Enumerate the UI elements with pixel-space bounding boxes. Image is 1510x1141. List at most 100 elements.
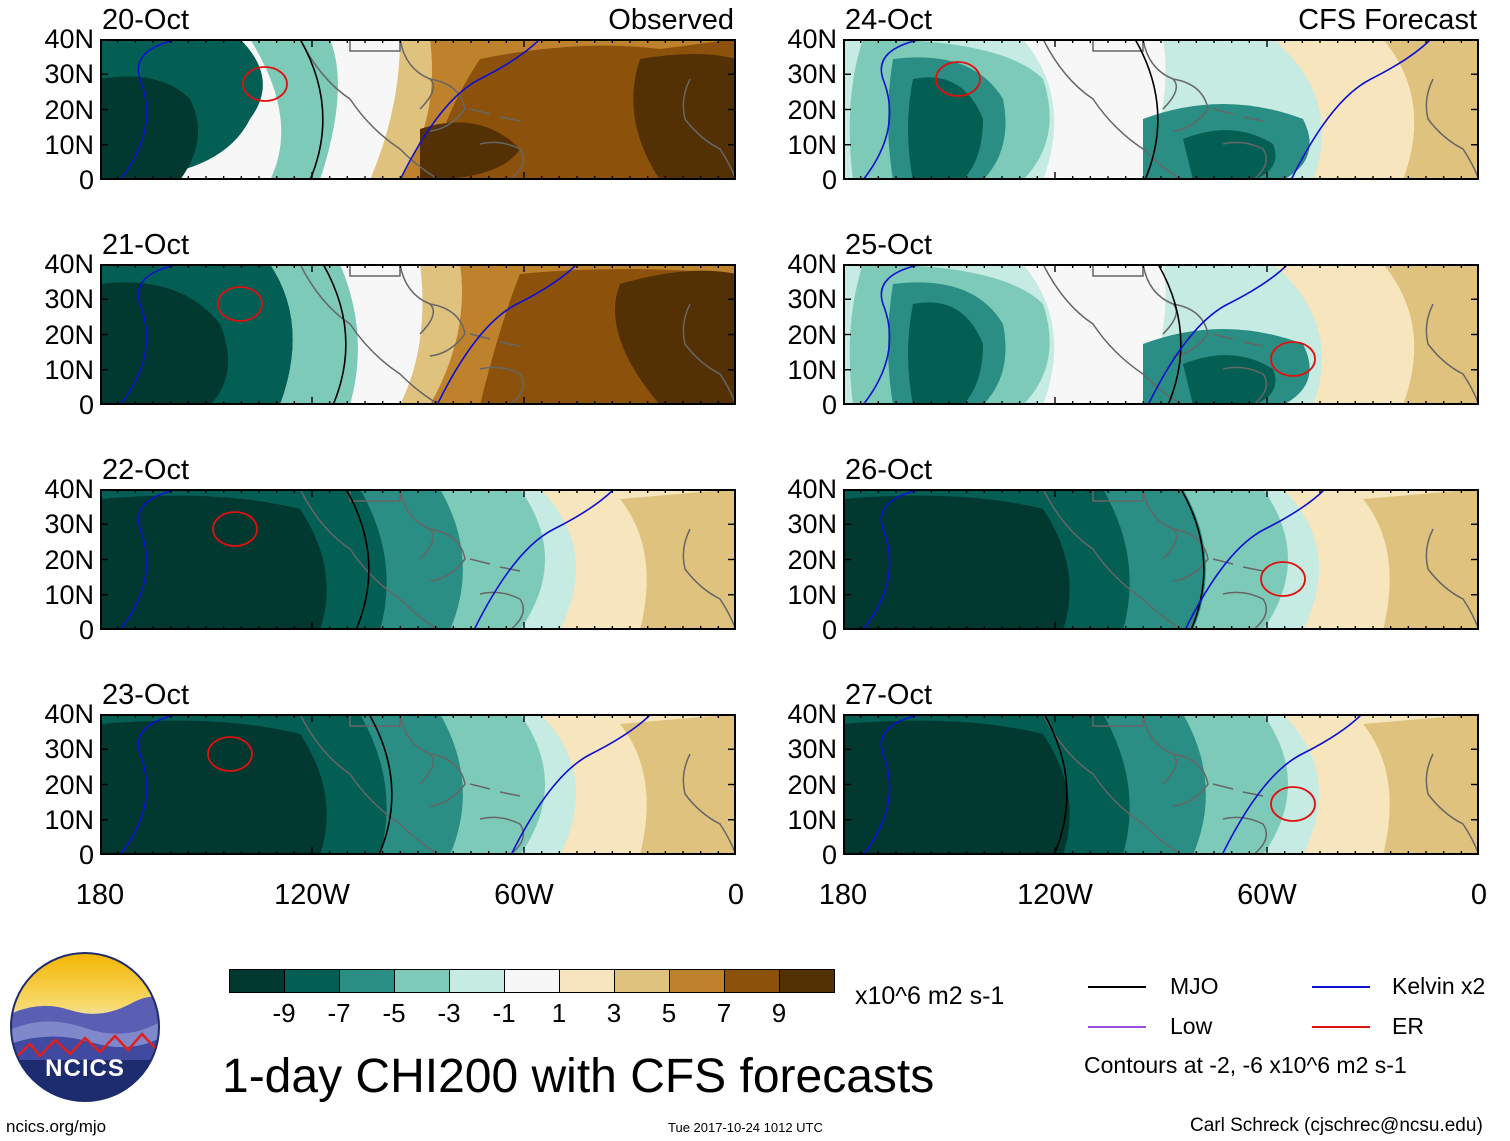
colorbar-units: x10^6 m2 s-1 [855,982,1005,1010]
footer-url: ncics.org/mjo [6,1117,107,1136]
coastline [1425,303,1479,405]
kelvin-contour [1290,39,1432,180]
mjo-contour [345,489,370,630]
lat-label: 10N [44,354,94,385]
coastline [1212,783,1264,797]
lat-label: 20N [787,769,837,800]
panel-date: 25-Oct [845,229,933,261]
lat-label: 40N [44,699,94,729]
mjo-line-swatch [1088,986,1146,988]
lat-label: 40N [787,699,837,729]
coastline [479,141,525,180]
er-contour [1260,561,1306,597]
kelvin-contour [399,39,541,180]
lat-label: 40N [44,474,94,504]
lat-label: 40N [44,24,94,54]
colorbar-tick-label: 9 [771,998,787,1028]
panel-date: 21-Oct [102,229,190,261]
map-panel [843,714,1479,855]
colorbar-tick-label: -3 [437,998,461,1028]
kelvin-contour [510,714,652,855]
lon-label: 120W [274,879,350,911]
coastline [1172,753,1209,807]
lat-label: 30N [787,284,837,315]
er-contour [935,61,981,97]
contour-fill [908,302,983,405]
map-panel [100,264,736,405]
colorbar-swatch [229,969,285,993]
contour-fill [1363,714,1479,855]
coastline [1222,141,1268,180]
contour-fill [1023,39,1166,180]
contour-fill [1363,489,1479,630]
lon-label: 60W [1237,879,1297,911]
lat-label: 0 [821,165,837,195]
panel-date: 22-Oct [102,454,190,486]
map-panel [843,39,1479,180]
kelvin-contour [862,39,924,180]
lat-label: 10N [787,804,837,835]
mjo-contour [1157,264,1182,405]
coastline [429,528,466,582]
contour-fill [620,714,736,855]
er-contour [242,66,288,102]
lat-label: 40N [787,474,837,504]
coastline [682,303,736,405]
lat-label: 30N [787,734,837,765]
er-contour [207,736,253,772]
contour-fill [100,495,327,630]
contour-fill [1183,355,1276,405]
lon-label: 120W [1017,879,1093,911]
coastline [1092,39,1144,52]
contour-fill [340,264,423,405]
contour-fill [615,270,736,405]
coastline [1222,816,1268,855]
kelvin-contour [862,264,924,405]
colorbar-tick-label: 1 [551,998,567,1028]
colorbar-tick-label: -9 [272,998,296,1028]
mjo-contour [322,264,347,405]
map-panel [100,714,736,855]
coastline [1212,558,1264,572]
kelvin-contour [119,264,181,405]
lat-label: 30N [787,509,837,540]
coastline [1042,39,1184,180]
coastline [349,39,401,52]
kelvin-contour [862,714,924,855]
kelvin-contour [473,489,615,630]
lat-label: 10N [44,129,94,160]
logo-icon [10,952,160,1102]
map-panel [843,489,1479,630]
ncics-logo: NCICS [10,952,160,1102]
kelvin-contour [1184,489,1326,630]
coastline [1092,489,1144,502]
mjo-contour [1180,489,1205,630]
chi200-map [843,39,1479,180]
lat-label: 0 [821,390,837,420]
map-panel [100,489,736,630]
coastline [1222,591,1268,630]
lon-label: 180 [75,879,125,911]
lat-label: 0 [821,615,837,645]
er-line-swatch [1312,1026,1370,1028]
coastline [469,783,521,797]
chi200-map [843,489,1479,630]
kelvin-contour [862,489,924,630]
mjo-contour [368,714,393,855]
lon-label: 0 [727,879,745,911]
coastline [349,264,401,277]
lat-label: 20N [44,94,94,125]
kelvin-contour [119,714,181,855]
coastline [299,489,441,630]
coastline [1172,78,1209,132]
colorbar-tick-label: 5 [661,998,677,1028]
contour-fill [270,264,358,405]
lat-label: 30N [44,284,94,315]
lat-label: 20N [44,319,94,350]
lat-label: 10N [787,129,837,160]
contour-fill [100,76,198,180]
contour-fill [320,39,400,180]
coastline [1092,264,1144,277]
colorbar-swatch [394,969,450,993]
panel-title: Observed [608,4,734,36]
